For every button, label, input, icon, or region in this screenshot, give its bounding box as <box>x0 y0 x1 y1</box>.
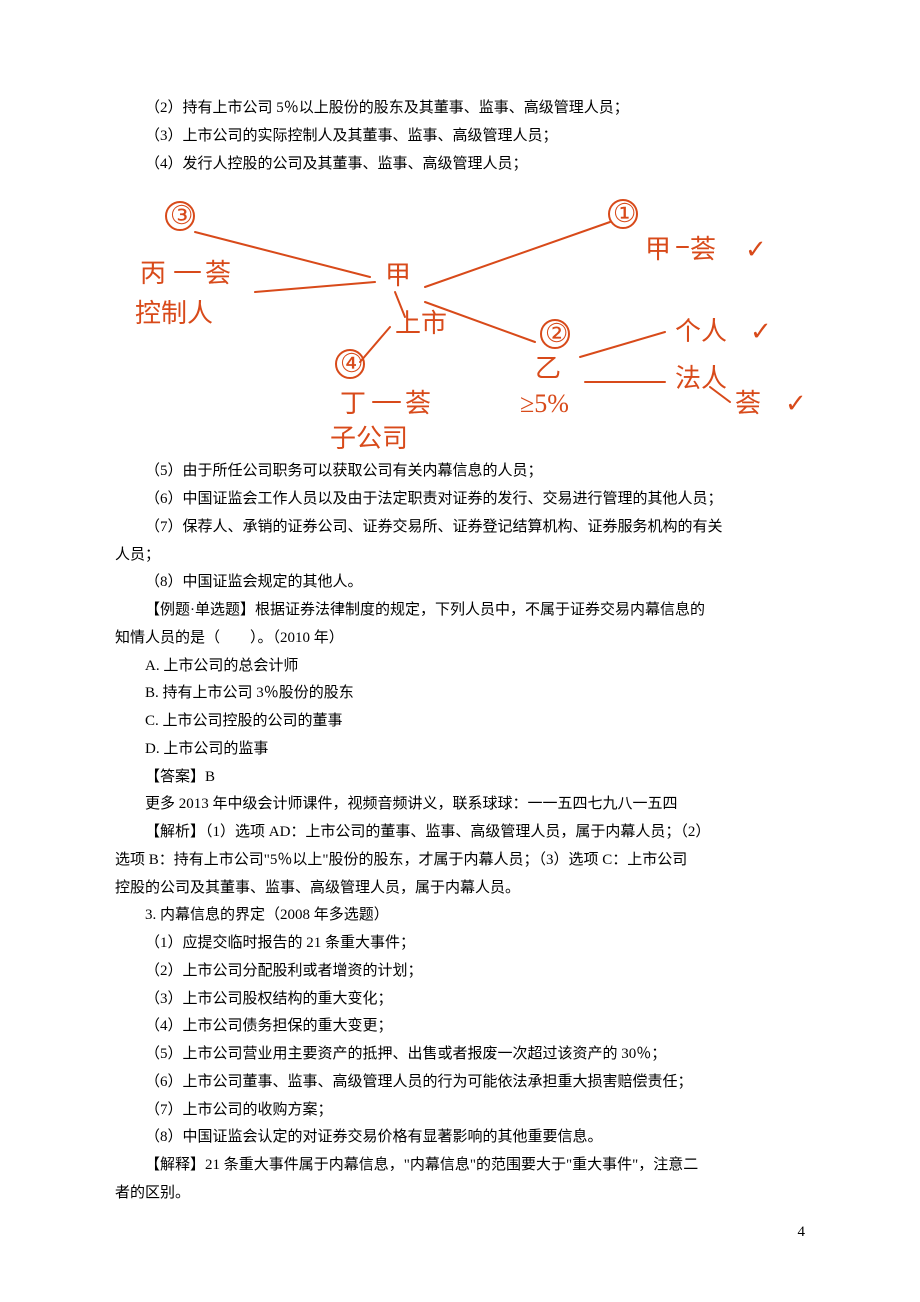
analysis-line: 选项 B：持有上市公司"5％以上"股份的股东，才属于内幕人员；（3）选项 C：上… <box>115 847 805 875</box>
explain-line: 【解释】21 条重大事件属于内幕信息，"内幕信息"的范围要大于"重大事件"，注意… <box>115 1152 805 1180</box>
svg-text:甲: 甲 <box>385 261 411 290</box>
svg-text:乙: 乙 <box>535 354 561 383</box>
explain-line: 者的区别。 <box>115 1180 805 1208</box>
option-a: A. 上市公司的总会计师 <box>115 653 805 681</box>
handwritten-diagram: ③丙荟控制人甲上市④丁荟子公司①甲荟✓②乙≥5%个人✓法人荟✓ <box>115 192 805 452</box>
list-item-cont: 人员； <box>115 542 805 570</box>
svg-text:个人: 个人 <box>675 317 727 346</box>
section-title: 3. 内幕信息的界定（2008 年多选题） <box>115 902 805 930</box>
list-item: （1）应提交临时报告的 21 条重大事件； <box>115 930 805 958</box>
svg-text:✓: ✓ <box>745 235 767 264</box>
list-item: （6）中国证监会工作人员以及由于法定职责对证券的发行、交易进行管理的其他人员； <box>115 486 805 514</box>
list-item: （6）上市公司董事、监事、高级管理人员的行为可能依法承担重大损害赔偿责任； <box>115 1069 805 1097</box>
svg-text:法人: 法人 <box>675 364 727 393</box>
svg-text:✓: ✓ <box>785 389 805 418</box>
option-b: B. 持有上市公司 3％股份的股东 <box>115 680 805 708</box>
svg-text:控制人: 控制人 <box>135 299 213 328</box>
list-item: （5）上市公司营业用主要资产的抵押、出售或者报废一次超过该资产的 30％； <box>115 1041 805 1069</box>
example-question: 【例题·单选题】根据证券法律制度的规定，下列人员中，不属于证券交易内幕信息的 <box>115 597 805 625</box>
list-item: （5）由于所任公司职务可以获取公司有关内幕信息的人员； <box>115 458 805 486</box>
svg-text:丙: 丙 <box>140 259 166 288</box>
svg-text:荟: 荟 <box>735 389 761 418</box>
svg-text:≥5%: ≥5% <box>520 389 569 418</box>
analysis-line: 控股的公司及其董事、监事、高级管理人员，属于内幕人员。 <box>115 875 805 903</box>
example-question-cont: 知情人员的是（ ）。（2010 年） <box>115 625 805 653</box>
svg-text:子公司: 子公司 <box>330 424 408 452</box>
option-d: D. 上市公司的监事 <box>115 736 805 764</box>
page-number: 4 <box>798 1219 806 1247</box>
option-c: C. 上市公司控股的公司的董事 <box>115 708 805 736</box>
list-item: （4）上市公司债务担保的重大变更； <box>115 1013 805 1041</box>
list-item: （7）保荐人、承销的证券公司、证券交易所、证券登记结算机构、证券服务机构的有关 <box>115 514 805 542</box>
document-page: （2）持有上市公司 5％以上股份的股东及其董事、监事、高级管理人员； （3）上市… <box>0 0 920 1302</box>
list-item: （3）上市公司的实际控制人及其董事、监事、高级管理人员； <box>115 123 805 151</box>
svg-text:④: ④ <box>340 349 363 378</box>
svg-text:丁: 丁 <box>340 389 366 418</box>
list-item: （2）上市公司分配股利或者增资的计划； <box>115 958 805 986</box>
svg-text:①: ① <box>613 199 636 228</box>
list-item: （2）持有上市公司 5％以上股份的股东及其董事、监事、高级管理人员； <box>115 95 805 123</box>
svg-text:荟: 荟 <box>690 235 716 264</box>
svg-text:荟: 荟 <box>205 259 231 288</box>
svg-text:上市: 上市 <box>395 309 447 338</box>
list-item: （8）中国证监会规定的其他人。 <box>115 569 805 597</box>
svg-text:甲: 甲 <box>645 235 671 264</box>
svg-text:②: ② <box>545 319 568 348</box>
list-item: （4）发行人控股的公司及其董事、监事、高级管理人员； <box>115 151 805 179</box>
more-info: 更多 2013 年中级会计师课件，视频音频讲义，联系球球：一一五四七九八一五四 <box>115 791 805 819</box>
answer-line: 【答案】B <box>115 764 805 792</box>
analysis-line: 【解析】（1）选项 AD：上市公司的董事、监事、高级管理人员，属于内幕人员；（2… <box>115 819 805 847</box>
svg-text:荟: 荟 <box>405 389 431 418</box>
list-item: （7）上市公司的收购方案； <box>115 1097 805 1125</box>
svg-text:✓: ✓ <box>750 317 772 346</box>
list-item: （8）中国证监会认定的对证券交易价格有显著影响的其他重要信息。 <box>115 1124 805 1152</box>
svg-text:③: ③ <box>170 201 193 230</box>
list-item: （3）上市公司股权结构的重大变化； <box>115 986 805 1014</box>
